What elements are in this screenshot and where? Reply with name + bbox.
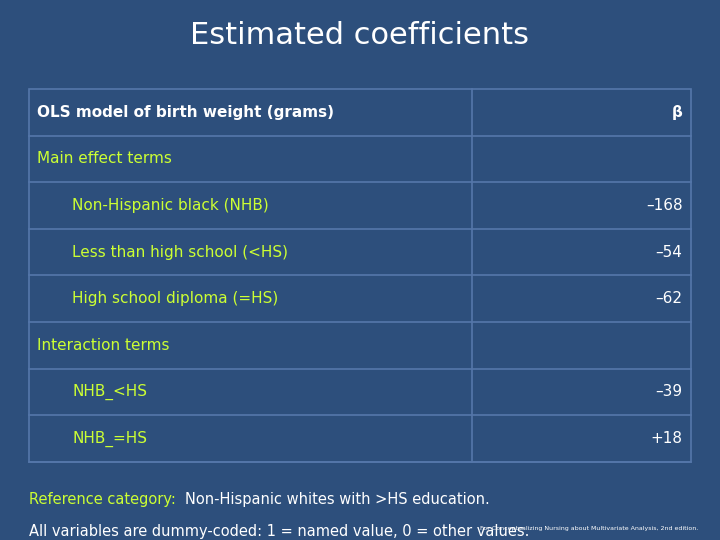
Bar	[29, 89, 691, 462]
Text: –62: –62	[655, 291, 683, 306]
Text: Non-Hispanic black (NHB): Non-Hispanic black (NHB)	[72, 198, 269, 213]
Text: NHB_<HS: NHB_<HS	[72, 384, 147, 400]
Text: All variables are dummy-coded: 1 = named value, 0 = other values.: All variables are dummy-coded: 1 = named…	[29, 524, 529, 539]
Text: NHB_=HS: NHB_=HS	[72, 430, 147, 447]
Text: –39: –39	[655, 384, 683, 400]
Text: Less than high school (<HS): Less than high school (<HS)	[72, 245, 288, 260]
Text: High school diploma (=HS): High school diploma (=HS)	[72, 291, 278, 306]
Text: Reference category:: Reference category:	[29, 492, 185, 507]
Text: Estimated coefficients: Estimated coefficients	[191, 21, 529, 50]
Text: Non-Hispanic whites with >HS education.: Non-Hispanic whites with >HS education.	[185, 492, 490, 507]
Text: OLS model of birth weight (grams): OLS model of birth weight (grams)	[37, 105, 334, 120]
Text: For Conceptualizing Nursing about Multivariate Analysis, 2nd edition.: For Conceptualizing Nursing about Multiv…	[480, 525, 698, 531]
Text: Main effect terms: Main effect terms	[37, 151, 172, 166]
Text: –54: –54	[656, 245, 683, 260]
Text: β: β	[672, 105, 683, 120]
Text: –168: –168	[646, 198, 683, 213]
Text: Interaction terms: Interaction terms	[37, 338, 170, 353]
Text: +18: +18	[651, 431, 683, 446]
